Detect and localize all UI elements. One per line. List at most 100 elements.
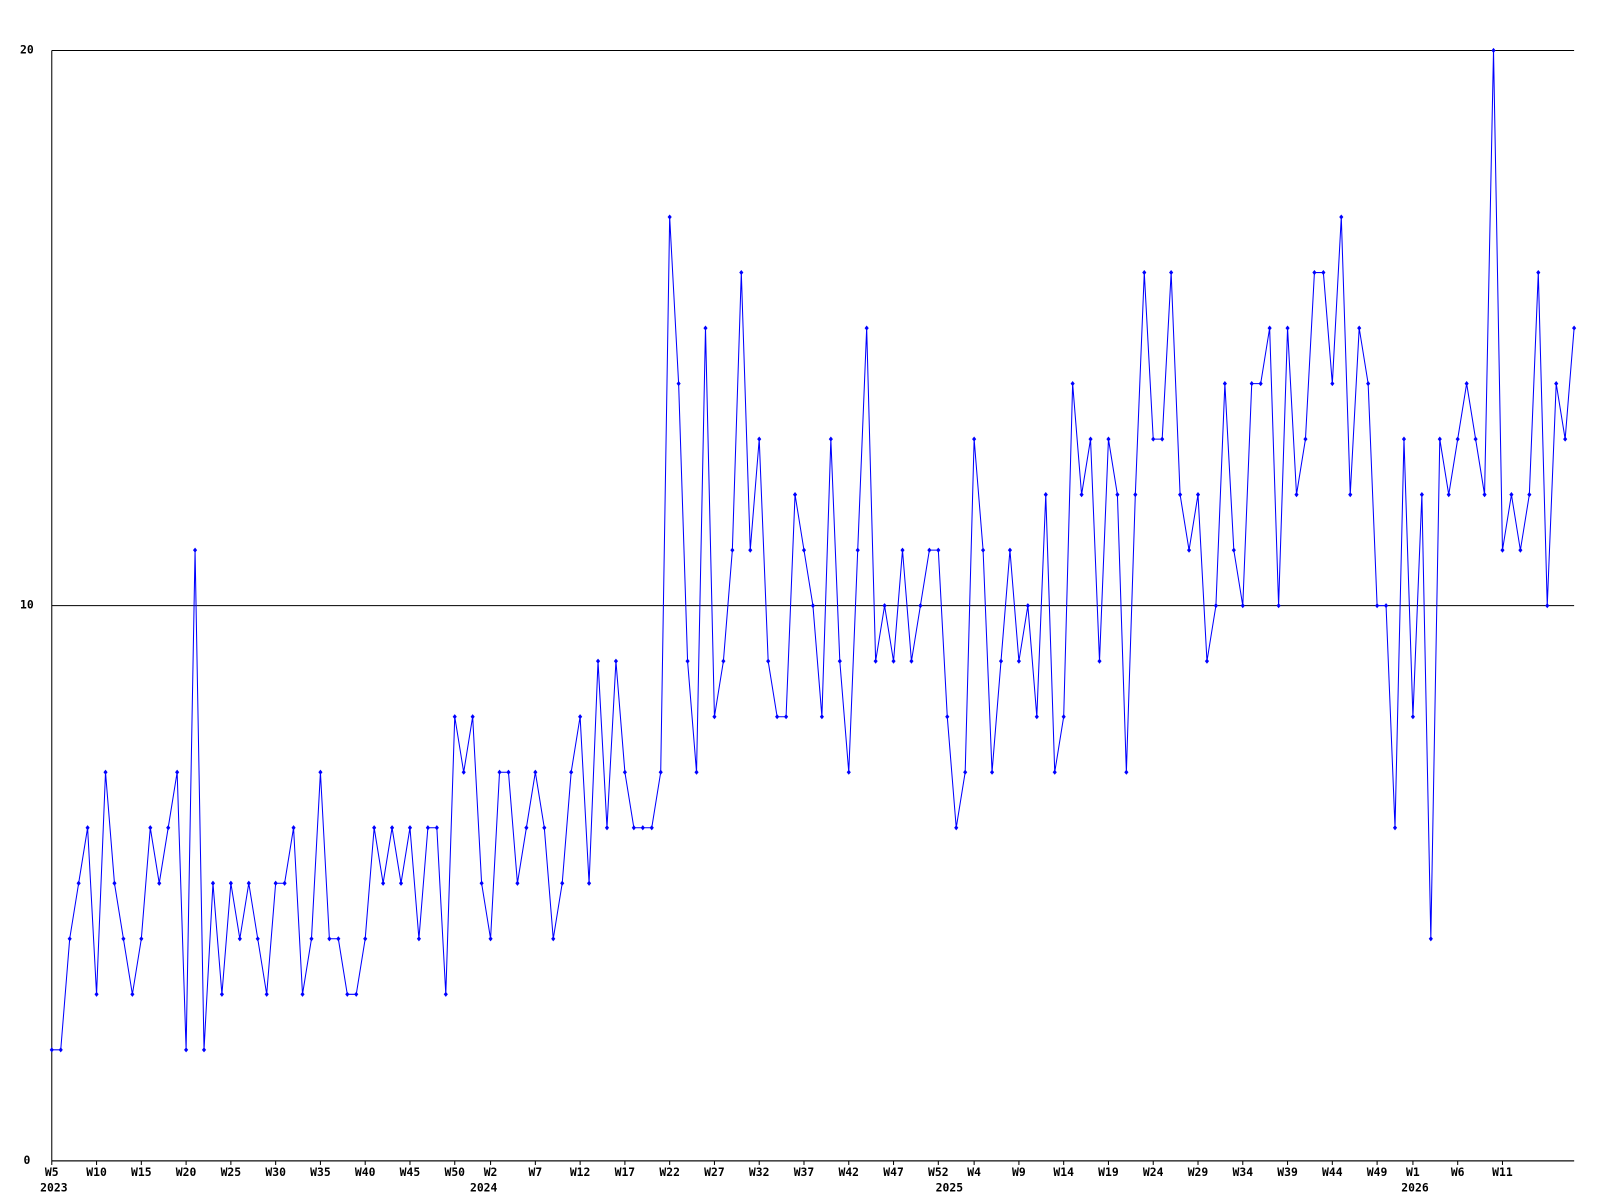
data-point: [1034, 714, 1039, 720]
x-tick-label: W1: [1406, 1165, 1420, 1179]
x-tick-label: W2: [484, 1165, 498, 1179]
data-point: [676, 381, 681, 387]
data-point: [882, 603, 887, 609]
y-tick-label: 20: [20, 42, 34, 56]
data-point: [461, 769, 466, 775]
data-point: [1375, 603, 1380, 609]
data-point: [891, 658, 896, 664]
data-point: [58, 1047, 63, 1053]
data-point: [157, 880, 162, 886]
x-group-label: 2025: [936, 1181, 964, 1195]
data-point: [560, 880, 565, 886]
data-point: [407, 825, 413, 831]
data-point: [1249, 381, 1254, 387]
data-point: [479, 880, 484, 886]
data-point: [506, 769, 511, 775]
data-point: [175, 769, 180, 775]
data-point: [524, 825, 529, 831]
data-line: [51, 50, 1575, 1051]
x-tick-label: W12: [570, 1165, 591, 1179]
data-point: [873, 658, 878, 664]
data-point: [1088, 436, 1093, 442]
data-point: [1151, 436, 1156, 442]
data-point: [989, 769, 995, 775]
data-point: [1285, 325, 1290, 331]
data-point: [76, 880, 81, 886]
data-point: [1330, 381, 1335, 387]
data-point: [721, 658, 726, 664]
data-point: [515, 880, 520, 886]
data-point: [1536, 269, 1541, 276]
data-point: [425, 825, 430, 831]
data-point: [1500, 547, 1505, 553]
x-tick-label: W44: [1322, 1165, 1343, 1179]
data-point: [542, 825, 547, 831]
data-point: [1437, 436, 1442, 442]
data-point: [810, 603, 816, 609]
data-point: [1186, 547, 1192, 553]
data-point: [1473, 436, 1478, 442]
x-tick-label: W24: [1143, 1165, 1164, 1179]
x-tick-label: W5: [45, 1165, 59, 1179]
data-point: [972, 436, 977, 442]
data-point: [1178, 492, 1183, 498]
data-point: [1267, 325, 1272, 331]
data-point: [1097, 658, 1102, 664]
data-point: [219, 991, 224, 997]
data-point: [792, 492, 798, 498]
data-point: [1106, 436, 1111, 442]
data-point: [1240, 603, 1245, 609]
data-point: [452, 714, 457, 720]
data-point: [354, 991, 359, 997]
x-tick-label: W6: [1451, 1165, 1465, 1179]
data-point: [1222, 381, 1227, 387]
x-group-label: 2023: [40, 1181, 68, 1195]
data-point: [667, 214, 672, 220]
x-tick-label: W49: [1367, 1165, 1388, 1179]
x-tick-label: W25: [221, 1165, 242, 1179]
data-point: [658, 769, 663, 775]
data-point: [1482, 492, 1487, 498]
data-point: [1366, 381, 1371, 387]
data-point: [201, 1047, 207, 1053]
data-point: [1554, 381, 1559, 387]
data-point: [94, 991, 99, 997]
data-point: [1115, 492, 1120, 498]
data-point: [712, 714, 717, 720]
data-point: [1392, 825, 1398, 831]
x-tick-label: W42: [838, 1165, 859, 1179]
data-point: [1572, 325, 1577, 331]
data-point: [640, 825, 645, 831]
data-point: [300, 991, 305, 997]
data-point: [1428, 936, 1433, 942]
data-point: [918, 603, 923, 609]
x-tick-label: W9: [1012, 1165, 1026, 1179]
data-point: [604, 825, 610, 831]
data-point: [121, 936, 126, 942]
data-point: [864, 325, 869, 331]
x-tick-label: W19: [1098, 1165, 1119, 1179]
data-point: [748, 547, 753, 553]
data-point: [1563, 436, 1568, 442]
data-point: [1043, 492, 1048, 498]
data-point: [85, 825, 90, 831]
data-point: [282, 880, 287, 886]
x-tick-label: W39: [1277, 1165, 1298, 1179]
x-tick-label: W30: [265, 1165, 286, 1179]
data-point: [470, 714, 475, 720]
data-point: [1312, 269, 1317, 276]
data-point: [192, 547, 198, 553]
data-point: [130, 991, 135, 997]
data-point: [1195, 492, 1201, 498]
data-point: [1383, 603, 1389, 609]
data-point: [1339, 214, 1344, 220]
data-point: [1070, 381, 1075, 387]
data-point: [837, 658, 842, 664]
data-point: [945, 714, 950, 720]
data-point: [784, 714, 789, 720]
data-point: [1276, 603, 1281, 609]
data-point: [1348, 492, 1353, 498]
data-point: [927, 547, 932, 553]
x-tick-label: W11: [1492, 1165, 1513, 1179]
